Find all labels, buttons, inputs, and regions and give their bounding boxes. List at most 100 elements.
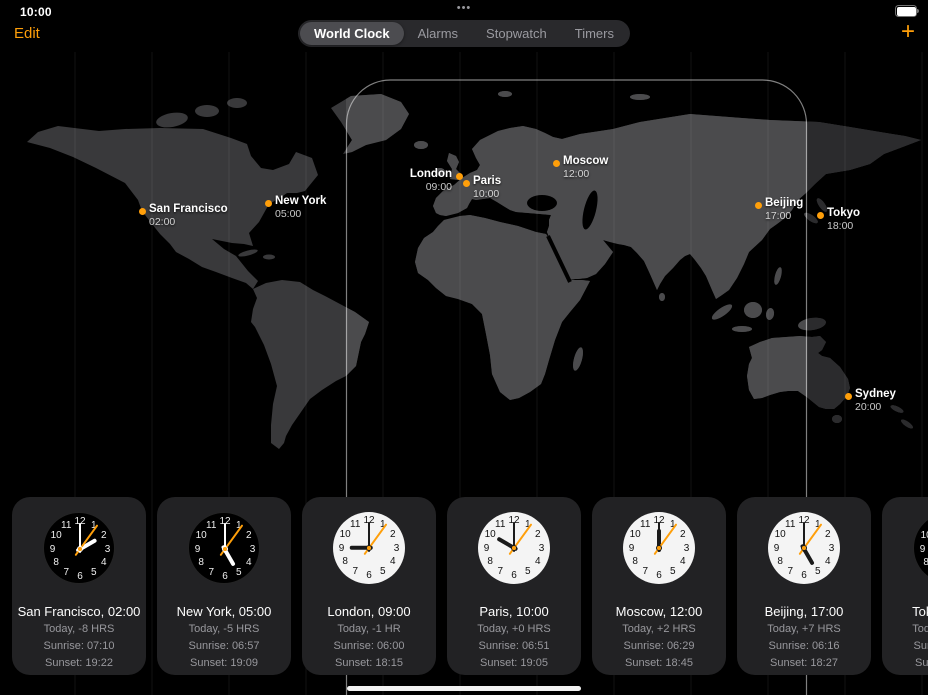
- clock-pivot-accent: [367, 546, 371, 550]
- daylight-region-outline: [345, 79, 808, 695]
- tab-stopwatch[interactable]: Stopwatch: [486, 26, 547, 41]
- clock-number: 12: [219, 516, 231, 527]
- map-city-time: 05:00: [275, 208, 302, 220]
- minute-hand: [802, 522, 806, 552]
- card-sunset: Sunset: 19:05: [480, 657, 548, 669]
- card-sunset: Sunset: 17:45: [915, 657, 928, 669]
- clock-pivot-accent: [78, 547, 82, 551]
- city-dot-icon: [462, 179, 470, 187]
- map-marker-label: Tokyo 18:00: [827, 207, 860, 233]
- city-dot-icon: [816, 211, 824, 219]
- clock-card-paris[interactable]: 1 2 3 4 5 6 7 8 9 10 11 12 Paris, 10:00 Today, +0 HRS…: [447, 497, 581, 675]
- map-city-time: 20:00: [855, 401, 882, 413]
- clock-number: 7: [352, 566, 359, 578]
- city-dot-icon: [138, 207, 146, 215]
- clock-number: 10: [339, 528, 351, 540]
- clock-number: 9: [49, 543, 56, 555]
- clock-number: 10: [920, 529, 928, 541]
- clock-number: 2: [101, 529, 107, 541]
- clock-number: 3: [104, 543, 111, 555]
- clock-number: 2: [535, 528, 541, 540]
- map-marker-label: Moscow 12:00: [563, 155, 608, 181]
- clock-number: 8: [777, 556, 783, 568]
- city-dot-icon: [455, 172, 463, 180]
- city-dot-icon: [844, 392, 852, 400]
- clock-card-london[interactable]: 1 2 3 4 5 6 7 8 9 10 11 12 London, 09:00 Today, -1 HR…: [302, 497, 436, 675]
- map-city-name: Paris: [473, 175, 502, 187]
- clock-number: 2: [825, 528, 831, 540]
- clock-number: 4: [535, 556, 541, 568]
- card-sunrise: Sunrise: 05:30: [913, 640, 928, 652]
- map-city-time: 17:00: [765, 210, 792, 222]
- clock-number: 9: [919, 543, 926, 555]
- multitask-dots-icon: •••: [456, 2, 472, 14]
- clock-pivot-accent: [802, 546, 806, 550]
- clock-number: 4: [390, 556, 396, 568]
- clock-number: 10: [774, 528, 786, 540]
- add-city-button[interactable]: +: [900, 18, 915, 45]
- clock-number: 9: [483, 542, 490, 554]
- clock-number: 10: [629, 528, 641, 540]
- map-city-name: San Francisco: [149, 203, 228, 215]
- clock-card-moscow[interactable]: 1 2 3 4 5 6 7 8 9 10 11 12 Moscow, 12:00 Today, +2 HR…: [592, 497, 726, 675]
- status-bar-time: 10:00: [20, 5, 52, 19]
- clock-number: 4: [680, 556, 686, 568]
- home-indicator[interactable]: [347, 686, 581, 691]
- city-dot-icon: [264, 199, 272, 207]
- clock-number: 5: [814, 566, 821, 578]
- clock-number: 12: [508, 515, 520, 526]
- minute-hand: [78, 523, 82, 553]
- card-offset: Today, -8 HRS: [43, 623, 115, 635]
- map-city-time: 18:00: [827, 220, 854, 232]
- card-city-time: Moscow, 12:00: [615, 604, 703, 619]
- map-city-name: Sydney: [855, 388, 896, 400]
- clock-number: 12: [363, 515, 375, 526]
- city-dot-icon: [754, 201, 762, 209]
- clock-number: 4: [101, 557, 107, 569]
- clock-number: 12: [798, 515, 810, 526]
- card-offset: Today, +8 HRS: [912, 623, 928, 635]
- tab-timers[interactable]: Timers: [574, 26, 615, 41]
- card-sunrise: Sunrise: 06:51: [478, 640, 550, 652]
- clock-number: 3: [249, 543, 256, 555]
- clock-number: 3: [538, 542, 545, 554]
- map-city-name: Beijing: [765, 197, 804, 209]
- clock-number: 12: [74, 516, 86, 527]
- clock-card-beijing[interactable]: 1 2 3 4 5 6 7 8 9 10 11 12 Beijing, 17:00 Today, +7 H…: [737, 497, 871, 675]
- clock-number: 10: [484, 528, 496, 540]
- card-city-time: London, 09:00: [327, 604, 411, 619]
- clock-pivot-accent: [512, 546, 516, 550]
- clock-card-new-york[interactable]: 1 2 3 4 5 6 7 8 9 10 11 12 New York, 05:00 Today, -5 …: [157, 497, 291, 675]
- clock-number: 7: [642, 566, 649, 578]
- card-sunrise: Sunrise: 06:16: [768, 640, 840, 652]
- clock-number: 8: [487, 556, 493, 568]
- clock-number: 9: [194, 543, 201, 555]
- tab-bar: World Clock Alarms Stopwatch Timers: [297, 20, 631, 47]
- tab-alarms[interactable]: Alarms: [417, 26, 459, 41]
- tab-world-clock[interactable]: World Clock: [299, 22, 404, 45]
- card-sunrise: Sunrise: 06:29: [623, 640, 695, 652]
- clock-card-san-francisco[interactable]: 1 2 3 4 5 6 7 8 9 10 11 12 San Francisco, 02:00 Today…: [12, 497, 146, 675]
- card-sunset: Sunset: 18:45: [625, 657, 693, 669]
- clock-number: 1: [669, 518, 676, 530]
- battery-icon: [895, 5, 920, 17]
- minute-hand: [657, 522, 661, 552]
- edit-button[interactable]: Edit: [14, 25, 40, 42]
- clock-number: 8: [632, 556, 638, 568]
- clock-number: 5: [669, 566, 676, 578]
- clock-number: 8: [53, 557, 59, 569]
- clock-number: 6: [366, 570, 372, 581]
- clock-number: 8: [342, 556, 348, 568]
- clock-number: 10: [195, 529, 207, 541]
- card-offset: Today, -1 HR: [337, 623, 401, 635]
- clock-number: 9: [628, 542, 635, 554]
- card-city-time: Paris, 10:00: [479, 604, 549, 619]
- clock-number: 1: [235, 519, 242, 531]
- clock-number: 7: [63, 567, 70, 579]
- clock-number: 1: [379, 518, 386, 530]
